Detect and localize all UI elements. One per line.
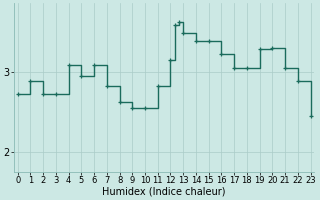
X-axis label: Humidex (Indice chaleur): Humidex (Indice chaleur) [102, 187, 226, 197]
